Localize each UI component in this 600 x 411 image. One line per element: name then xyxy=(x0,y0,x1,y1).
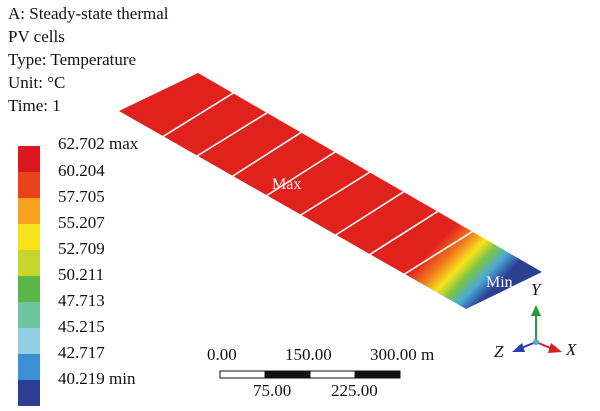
legend-swatch xyxy=(18,198,40,224)
result-time: Time: 1 xyxy=(8,96,61,115)
scale-label: 225.00 xyxy=(331,381,378,400)
max-marker: Max xyxy=(272,176,301,193)
scale-bar xyxy=(219,370,401,379)
legend-swatch xyxy=(18,172,40,198)
min-marker: Min xyxy=(486,274,513,291)
legend-swatch xyxy=(18,354,40,380)
object-name: PV cells xyxy=(8,27,65,46)
result-unit: Unit: °C xyxy=(8,73,66,92)
legend-label: 45.215 xyxy=(58,317,105,336)
legend-label: 42.717 xyxy=(58,343,105,362)
legend-swatch xyxy=(18,328,40,354)
legend-label: 40.219 min xyxy=(58,369,136,388)
analysis-title: A: Steady-state thermal xyxy=(8,4,169,23)
legend-swatch xyxy=(18,224,40,250)
legend-label: 62.702 max xyxy=(58,134,139,153)
result-type: Type: Temperature xyxy=(8,50,137,69)
legend-label: 60.204 xyxy=(58,161,105,180)
scale-label: 150.00 xyxy=(285,345,332,364)
z-axis-label: Z xyxy=(494,342,504,361)
legend-label: 52.709 xyxy=(58,239,105,258)
y-axis-label: Y xyxy=(531,280,541,299)
result-header: A: Steady-state thermal PV cells Type: T… xyxy=(8,2,169,117)
cell-dividers xyxy=(162,92,474,276)
legend-swatch xyxy=(18,380,40,406)
legend-swatch xyxy=(18,302,40,328)
legend-label: 57.705 xyxy=(58,187,105,206)
legend-label: 55.207 xyxy=(58,213,105,232)
legend-label: 50.211 xyxy=(58,265,105,284)
scale-label: 300.00 m xyxy=(370,345,435,364)
legend-swatch xyxy=(18,250,40,276)
axis-triad xyxy=(512,305,562,353)
legend-swatch xyxy=(18,276,40,302)
pv-panel-surface[interactable] xyxy=(119,73,542,309)
legend-label: 47.713 xyxy=(58,291,105,310)
scale-label: 75.00 xyxy=(253,381,292,400)
x-axis-label: X xyxy=(566,340,577,359)
scale-label: 0.00 xyxy=(207,345,237,364)
legend-swatch xyxy=(18,146,40,172)
